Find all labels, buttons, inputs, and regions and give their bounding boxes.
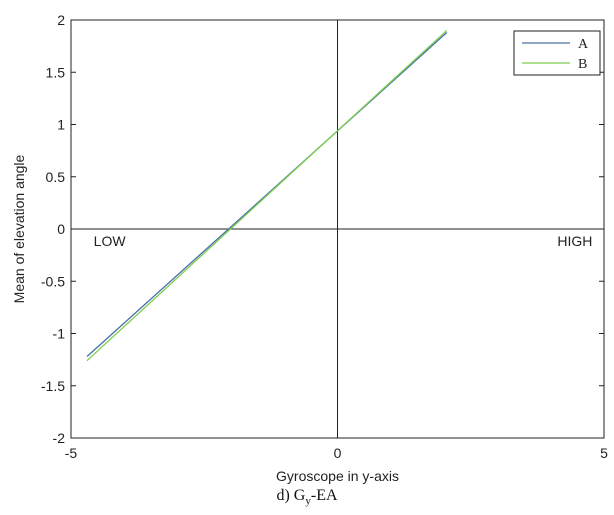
y-tick-label: 2 — [57, 12, 65, 28]
x-tick-label: 0 — [334, 445, 342, 461]
legend: AB — [513, 30, 601, 76]
x-axis-label: Gyroscope in y-axis — [276, 468, 399, 484]
y-tick-label: -1.5 — [41, 378, 65, 394]
x-tick-label: 5 — [600, 445, 608, 461]
legend-label-b: B — [578, 57, 587, 72]
y-tick-label: -1 — [53, 326, 66, 342]
series-line-a — [86, 32, 448, 357]
y-tick-label: 1.5 — [46, 64, 66, 80]
figure-caption: d) Gy-EA — [0, 487, 614, 507]
x-tick-label: -5 — [65, 445, 78, 461]
y-axis-label: Mean of elevation angle — [11, 154, 27, 303]
y-tick-label: -0.5 — [41, 273, 65, 289]
caption-subscript: y — [305, 495, 311, 508]
chart: -2 -1.5 -1 -0.5 0 0.5 1 1.5 2 -5 0 5 Gyroscope in y-… — [11, 12, 608, 484]
y-tick-label: -2 — [53, 430, 66, 446]
annotation-high: HIGH — [557, 233, 592, 249]
legend-box — [513, 30, 601, 76]
annotation-low: LOW — [94, 233, 127, 249]
caption-suffix: -EA — [310, 487, 338, 504]
y-tick-label: 0 — [57, 221, 65, 237]
caption-prefix: d) G — [276, 487, 306, 504]
plot-area: -2 -1.5 -1 -0.5 0 0.5 1 1.5 2 -5 0 5 Gyroscope in y-… — [11, 12, 608, 484]
legend-label-a: A — [578, 37, 589, 52]
y-tick-label: 0.5 — [46, 169, 66, 185]
y-tick-label: 1 — [57, 117, 65, 133]
series-line-b — [86, 29, 448, 362]
